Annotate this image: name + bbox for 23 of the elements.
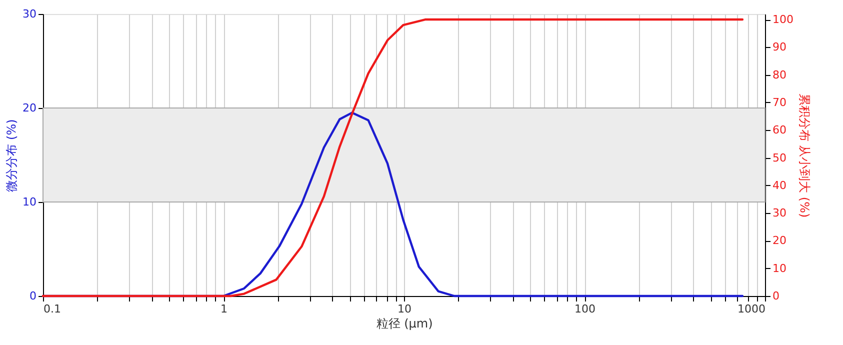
y2-tick-label: 100: [772, 13, 794, 26]
x-tick-label: 1000: [738, 302, 766, 316]
y-tick-label: 10: [22, 196, 36, 208]
y2-tick-label: 70: [772, 96, 786, 109]
y2-tick-label: 0: [772, 290, 780, 302]
x-tick-label: 100: [574, 302, 596, 316]
y2-tick-label: 50: [772, 151, 786, 164]
y2-tick-label: 60: [772, 124, 786, 137]
y-tick-label: 20: [22, 102, 36, 114]
y2-tick-label: 20: [772, 234, 786, 248]
y-tick-label: 30: [22, 8, 36, 20]
x-tick-label: 0.1: [44, 302, 61, 316]
x-tick-label: 10: [398, 302, 412, 316]
y-tick-label: 0: [30, 290, 36, 302]
x-axis-title: 粒径 (μm): [376, 316, 433, 330]
y2-tick-label: 40: [772, 178, 786, 192]
y-axis-title: 微分分布 (%): [4, 119, 19, 192]
y2-tick-label: 30: [772, 206, 786, 220]
y2-tick-label: 10: [772, 262, 786, 275]
y2-axis-title: 累积分布 从小到大 (%): [797, 93, 812, 218]
y2-tick-label: 80: [772, 68, 786, 82]
x-tick-label: 1: [220, 302, 228, 316]
y2-tick-label: 90: [772, 40, 786, 54]
